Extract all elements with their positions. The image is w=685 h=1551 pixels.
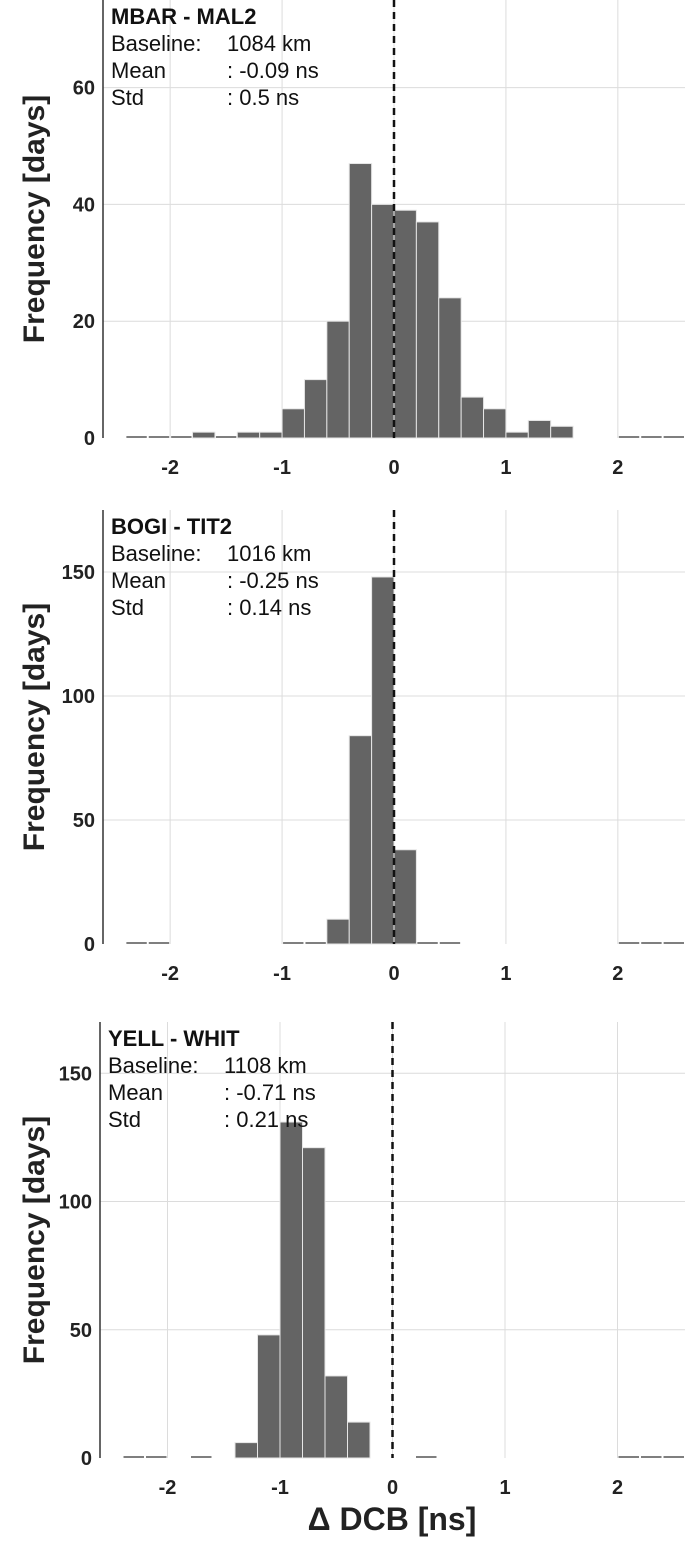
x-tick-label: 1 bbox=[499, 1477, 510, 1499]
histogram-bar bbox=[415, 221, 440, 439]
y-tick-label: 150 bbox=[62, 562, 95, 584]
histogram-bar bbox=[348, 163, 373, 439]
baseline-pair-title: MBAR - MAL2 bbox=[111, 4, 256, 29]
x-tick-label: -1 bbox=[273, 963, 291, 985]
x-tick-label: -2 bbox=[161, 963, 179, 985]
y-tick-label: 0 bbox=[81, 1448, 92, 1470]
x-axis-label: Δ DCB [ns] bbox=[308, 1501, 477, 1537]
std-label: Std bbox=[111, 595, 144, 620]
histogram-bar bbox=[371, 576, 395, 945]
std-label: Std bbox=[108, 1107, 141, 1132]
baseline-label: Baseline: bbox=[108, 1053, 199, 1078]
y-tick-label: 50 bbox=[73, 810, 95, 832]
histogram-bar bbox=[303, 379, 328, 439]
y-tick-label: 150 bbox=[59, 1063, 92, 1085]
std-value: : 0.21 ns bbox=[224, 1107, 308, 1132]
baseline-label: Baseline: bbox=[111, 31, 202, 56]
mean-value: : -0.09 ns bbox=[227, 58, 319, 83]
y-axis-label: Frequency [days] bbox=[18, 1116, 51, 1364]
histogram-bar bbox=[347, 1421, 371, 1459]
histogram-bar bbox=[393, 209, 417, 439]
x-tick-label: 1 bbox=[500, 963, 511, 985]
baseline-label: Baseline: bbox=[111, 541, 202, 566]
histogram-bar bbox=[281, 408, 305, 439]
histogram-panel-yell-whit: -2 -1 0 1 2 0 50 100 150 Frequency [days] YELL -… bbox=[18, 1022, 685, 1499]
x-tick-label: 0 bbox=[388, 457, 399, 479]
mean-label: Mean bbox=[108, 1080, 163, 1105]
x-tick-label: 2 bbox=[612, 963, 623, 985]
histogram-bar bbox=[326, 918, 350, 945]
mean-value: : -0.25 ns bbox=[227, 568, 319, 593]
std-value: : 0.5 ns bbox=[227, 85, 299, 110]
histogram-bar bbox=[279, 1121, 303, 1459]
histogram-bar bbox=[527, 419, 552, 439]
y-tick-label: 50 bbox=[70, 1320, 92, 1342]
x-tick-label: 2 bbox=[612, 1477, 623, 1499]
x-tick-label: 0 bbox=[387, 1477, 398, 1499]
histogram-bar bbox=[460, 396, 485, 439]
baseline-pair-title: BOGI - TIT2 bbox=[111, 514, 232, 539]
histogram-bar bbox=[371, 203, 395, 439]
y-axis-label: Frequency [days] bbox=[18, 603, 51, 851]
histogram-bar bbox=[257, 1334, 281, 1459]
x-tick-label: 1 bbox=[500, 457, 511, 479]
histogram-bar bbox=[438, 297, 462, 439]
y-tick-label: 40 bbox=[73, 194, 95, 216]
y-axis-label: Frequency [days] bbox=[18, 95, 51, 343]
histogram-bar bbox=[550, 425, 574, 439]
baseline-pair-title: YELL - WHIT bbox=[108, 1026, 240, 1051]
baseline-value: 1016 km bbox=[227, 541, 311, 566]
std-value: : 0.14 ns bbox=[227, 595, 311, 620]
histogram-bar bbox=[326, 320, 350, 439]
histogram-bar bbox=[505, 431, 529, 439]
histogram-bar bbox=[348, 735, 373, 945]
std-label: Std bbox=[111, 85, 144, 110]
mean-label: Mean bbox=[111, 568, 166, 593]
histogram-bar bbox=[234, 1442, 258, 1459]
x-tick-label: 0 bbox=[388, 963, 399, 985]
y-tick-label: 0 bbox=[84, 428, 95, 450]
x-tick-label: -2 bbox=[159, 1477, 177, 1499]
x-tick-label: -1 bbox=[271, 1477, 289, 1499]
histogram-bar bbox=[302, 1147, 326, 1459]
baseline-value: 1084 km bbox=[227, 31, 311, 56]
x-tick-label: -1 bbox=[273, 457, 291, 479]
histogram-bar bbox=[259, 431, 283, 439]
mean-label: Mean bbox=[111, 58, 166, 83]
x-tick-label: 2 bbox=[612, 457, 623, 479]
mean-value: : -0.71 ns bbox=[224, 1080, 316, 1105]
histogram-bar bbox=[324, 1375, 348, 1459]
baseline-value: 1108 km bbox=[224, 1053, 307, 1078]
x-tick-label: -2 bbox=[161, 457, 179, 479]
histogram-bar bbox=[192, 431, 216, 439]
histogram-bar bbox=[236, 431, 261, 439]
y-tick-label: 0 bbox=[84, 934, 95, 956]
y-tick-label: 100 bbox=[62, 686, 95, 708]
histogram-panel-bogi-tit2: -2 -1 0 1 2 0 50 100 150 Frequency [days] BOGI -… bbox=[18, 510, 685, 985]
histogram-bar bbox=[393, 849, 417, 945]
y-tick-label: 20 bbox=[73, 311, 95, 333]
histogram-bar bbox=[483, 408, 507, 439]
y-tick-label: 60 bbox=[73, 78, 95, 100]
y-tick-label: 100 bbox=[59, 1192, 92, 1214]
